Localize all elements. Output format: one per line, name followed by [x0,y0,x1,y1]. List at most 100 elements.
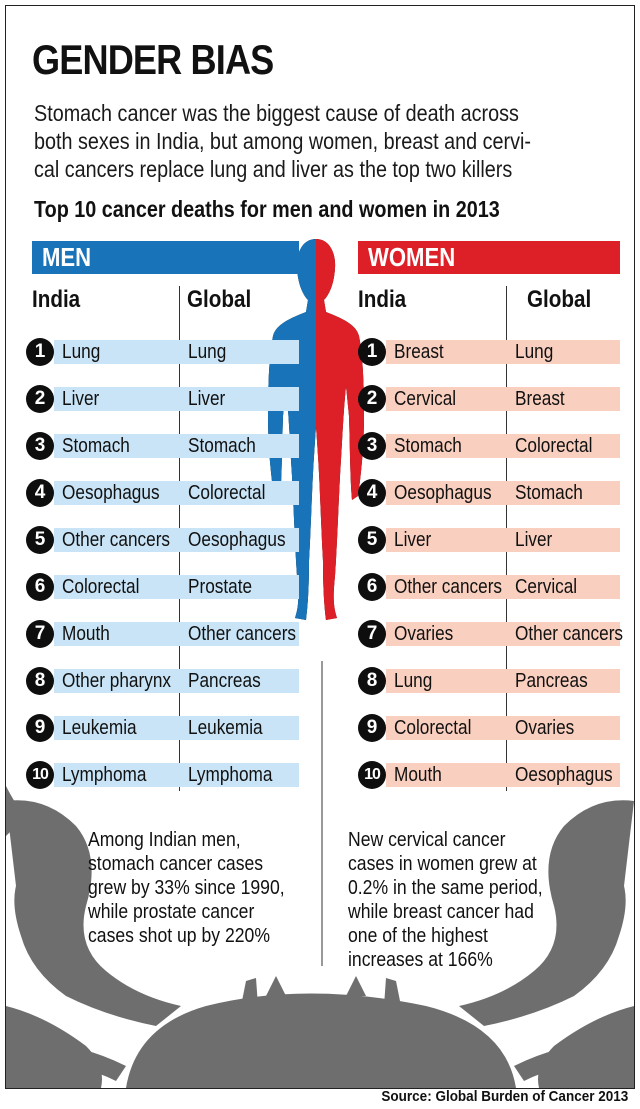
women-global-label: Lung [515,341,554,363]
men-india-cell: Mouth [54,622,184,646]
human-silhouette-icon [268,239,364,620]
men-global-label: Oesophagus [188,529,286,551]
women-rank-badge: 9 [358,714,386,742]
women-india-cell: Cervical [386,387,511,411]
men-india-label: Other cancers [62,529,171,551]
women-india-label: Liver [394,529,432,551]
men-note: Among Indian men, stomach cancer cases g… [88,828,285,948]
men-india-cell: Liver [54,387,184,411]
women-india-cell: Stomach [386,434,511,458]
men-global-label: Lymphoma [188,764,273,786]
men-india-label: Lymphoma [62,764,147,786]
women-note-line: 0.2% in the same period, [348,877,543,899]
men-rank-badge: 2 [26,385,54,413]
women-global-cell: Cervical [509,575,620,599]
men-rank-badge: 3 [26,432,54,460]
men-india-cell: Other pharynx [54,669,184,693]
page-title: GENDER BIAS [32,36,274,83]
men-india-label: Leukemia [62,717,137,739]
women-note-line: cases in women grew at [348,853,537,875]
men-global-label: Prostate [188,576,253,598]
men-note-line: grew by 33% since 1990, [88,877,285,899]
women-india-label: Other cancers [394,576,503,598]
women-global-cell: Pancreas [509,669,620,693]
men-rank-badge: 5 [26,526,54,554]
men-india-label: Stomach [62,435,130,457]
men-global-label: Stomach [188,435,256,457]
women-india-label: Mouth [394,764,442,786]
women-global-cell: Breast [509,387,620,411]
women-global-label: Ovaries [515,717,575,739]
women-global-cell: Lung [509,340,620,364]
men-india-header: India [32,286,81,313]
women-india-cell: Oesophagus [386,481,511,505]
men-india-cell: Oesophagus [54,481,184,505]
women-india-cell: Mouth [386,763,511,787]
women-india-cell: Colorectal [386,716,511,740]
women-banner: WOMEN [358,241,620,274]
men-india-cell: Leukemia [54,716,184,740]
women-india-label: Oesophagus [394,482,492,504]
women-rank-badge: 5 [358,526,386,554]
lede: Stomach cancer was the biggest cause of … [34,99,584,183]
men-banner: MEN [32,241,299,274]
men-india-cell: Stomach [54,434,184,458]
women-label: WOMEN [368,242,456,272]
women-india-cell: Breast [386,340,511,364]
men-india-label: Colorectal [62,576,140,598]
men-note-line: cases shot up by 220% [88,925,270,947]
men-rank-badge: 10 [26,761,54,789]
women-india-header: India [358,286,407,313]
women-global-cell: Liver [509,528,620,552]
men-note-line: stomach cancer cases [88,853,264,875]
women-india-label: Breast [394,341,444,363]
men-note-line: while prostate cancer [88,901,255,923]
men-note-line: Among Indian men, [88,829,241,851]
subtitle: Top 10 cancer deaths for men and women i… [34,196,500,222]
women-india-label: Ovaries [394,623,454,645]
men-global-cell: Liver [182,387,299,411]
women-rank-badge: 2 [358,385,386,413]
women-global-label: Colorectal [515,435,593,457]
women-rank-badge: 7 [358,620,386,648]
women-note-line: increases at 166% [348,949,493,971]
women-global-label: Pancreas [515,670,588,692]
men-india-label: Other pharynx [62,670,171,692]
men-india-label: Mouth [62,623,110,645]
men-global-cell: Oesophagus [182,528,299,552]
women-global-header: Global [527,286,592,313]
women-global-label: Breast [515,388,565,410]
women-india-cell: Other cancers [386,575,511,599]
women-india-label: Lung [394,670,433,692]
women-global-label: Oesophagus [515,764,613,786]
men-india-cell: Lung [54,340,184,364]
men-rank-badge: 8 [26,667,54,695]
men-india-label: Liver [62,388,100,410]
men-india-label: Oesophagus [62,482,160,504]
men-global-label: Lung [188,341,227,363]
men-global-label: Liver [188,388,226,410]
women-global-cell: Oesophagus [509,763,620,787]
women-note-line: while breast cancer had [348,901,534,923]
men-india-cell: Other cancers [54,528,184,552]
women-note-line: New cervical cancer [348,829,506,851]
men-global-label: Colorectal [188,482,266,504]
infographic-card: GENDER BIAS Stomach cancer was the bigge… [5,5,635,1089]
source-credit: Source: Global Burden of Cancer 2013 [381,1088,628,1105]
men-global-cell: Lung [182,340,299,364]
women-rank-badge: 1 [358,338,386,366]
men-global-cell: Stomach [182,434,299,458]
men-global-header: Global [187,286,252,313]
men-global-label: Leukemia [188,717,263,739]
men-global-cell: Prostate [182,575,299,599]
women-global-label: Other cancers [515,623,624,645]
women-global-cell: Colorectal [509,434,620,458]
women-india-cell: Ovaries [386,622,511,646]
women-rank-badge: 4 [358,479,386,507]
women-rank-badge: 10 [358,761,386,789]
women-india-label: Cervical [394,388,457,410]
men-global-cell: Pancreas [182,669,299,693]
men-india-cell: Lymphoma [54,763,184,787]
men-rank-badge: 4 [26,479,54,507]
men-label: MEN [42,242,92,272]
